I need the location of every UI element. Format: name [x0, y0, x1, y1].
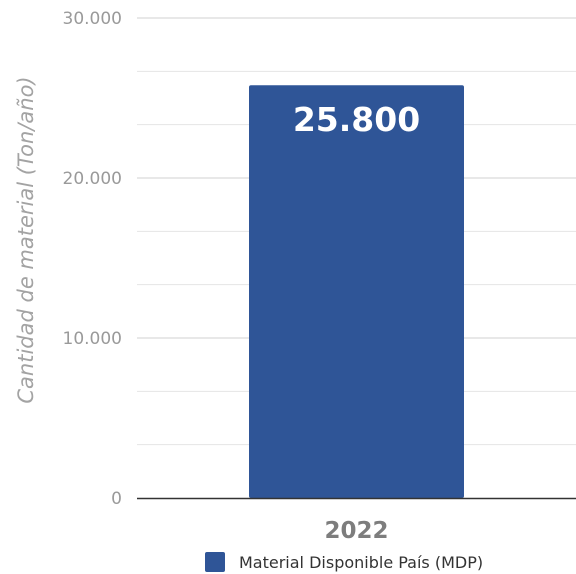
- y-axis-ticks: 0 10.000 20.000 30.000: [63, 9, 122, 509]
- legend-label: Material Disponible País (MDP): [239, 553, 483, 572]
- bars: 25.800: [249, 85, 464, 498]
- legend[interactable]: Material Disponible País (MDP): [205, 552, 483, 572]
- y-tick-label: 10.000: [63, 329, 122, 349]
- x-tick-label: 2022: [324, 518, 388, 544]
- y-tick-label: 20.000: [63, 169, 122, 189]
- x-axis-ticks: 2022: [324, 518, 388, 544]
- y-tick-label: 30.000: [63, 9, 122, 29]
- legend-swatch: [205, 552, 225, 572]
- y-tick-label: 0: [111, 489, 122, 509]
- y-axis-label: Cantidad de material (Ton/año): [14, 76, 38, 403]
- data-label: 25.800: [293, 100, 420, 139]
- bar[interactable]: [249, 85, 464, 498]
